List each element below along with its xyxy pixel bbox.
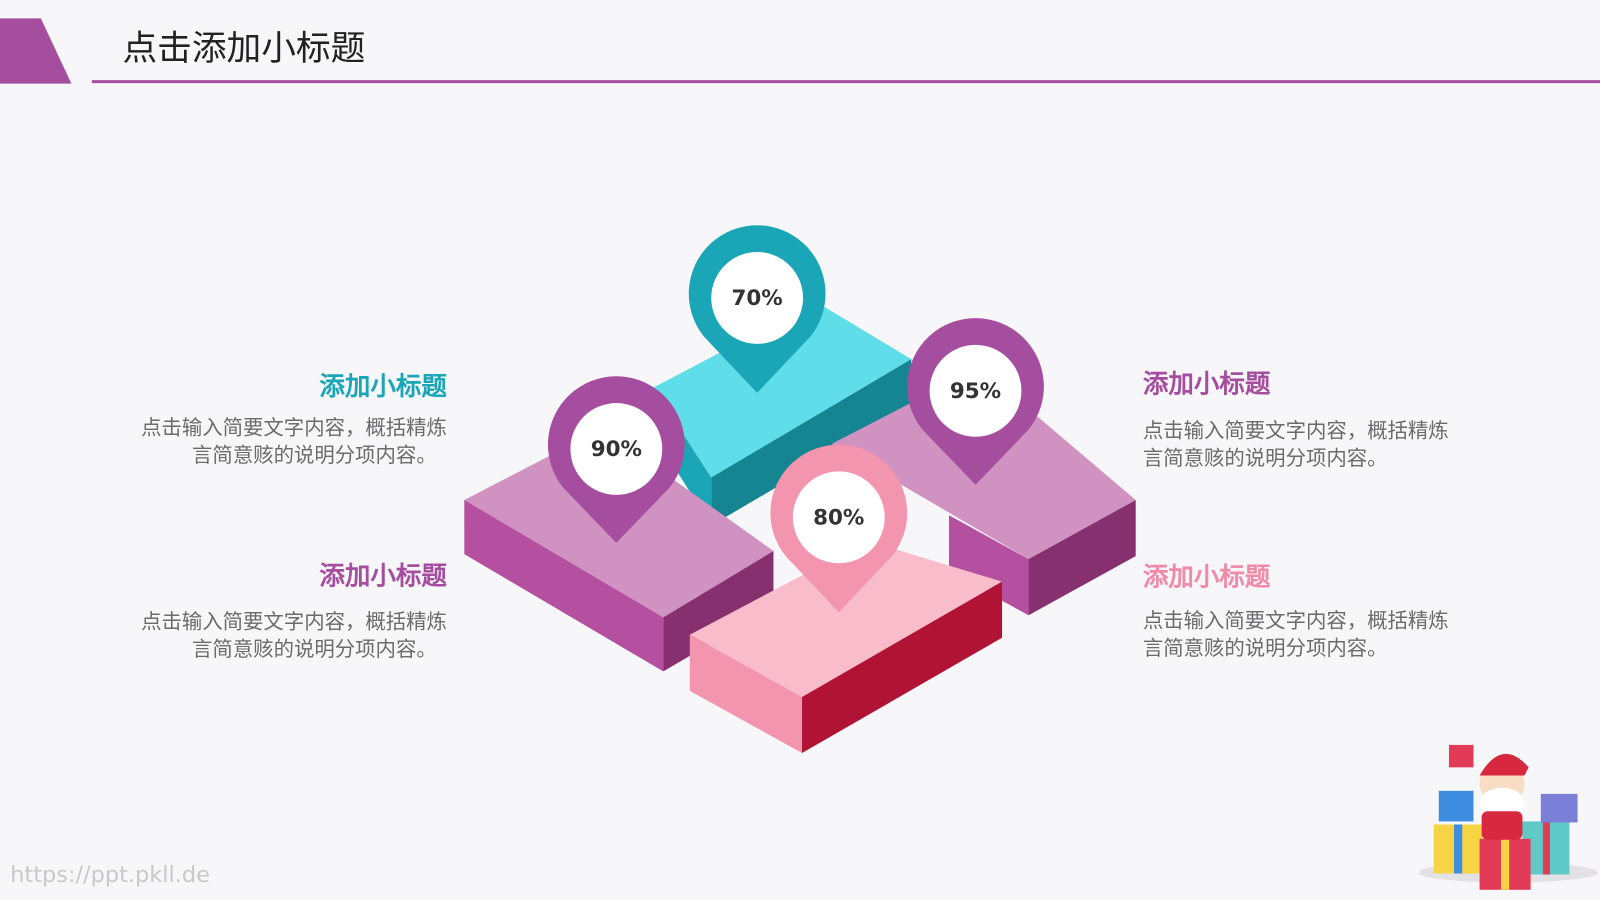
item-title: 添加小标题 xyxy=(1143,563,1271,593)
item-desc: 点击输入简要文字内容，概括精炼 xyxy=(1143,419,1449,443)
item-title: 添加小标题 xyxy=(319,562,447,592)
pin-label: 80% xyxy=(813,505,864,530)
item: 添加小标题 点击输入简要文字内容，概括精炼 言简意赅的说明分项内容。 xyxy=(1143,370,1449,470)
watermark: https://ppt.pkll.de xyxy=(10,862,210,888)
item-desc: 点击输入简要文字内容，概括精炼 xyxy=(1143,608,1449,632)
item-desc: 言简意赅的说明分项内容。 xyxy=(192,637,437,661)
item-desc: 言简意赅的说明分项内容。 xyxy=(192,443,437,467)
pin: 90% xyxy=(547,376,685,543)
pin: 80% xyxy=(770,444,908,613)
pink-block xyxy=(689,540,1003,754)
pin-label: 90% xyxy=(591,437,642,462)
item-desc: 言简意赅的说明分项内容。 xyxy=(1143,446,1388,470)
item-title: 添加小标题 xyxy=(319,372,447,402)
item: 添加小标题 点击输入简要文字内容，概括精炼 言简意赅的说明分项内容。 xyxy=(1143,563,1449,660)
pin: 70% xyxy=(688,225,826,393)
header-title: 点击添加小标题 xyxy=(122,29,365,69)
item-desc: 点击输入简要文字内容，概括精炼 xyxy=(141,609,447,633)
item-desc: 言简意赅的说明分项内容。 xyxy=(1143,636,1388,660)
item: 添加小标题 点击输入简要文字内容，概括精炼 言简意赅的说明分项内容。 xyxy=(141,562,447,661)
item-desc: 点击输入简要文字内容，概括精炼 xyxy=(141,416,447,440)
item-title: 添加小标题 xyxy=(1143,370,1271,400)
pin-label: 95% xyxy=(950,379,1001,404)
pin: 95% xyxy=(907,318,1044,485)
pin-label: 70% xyxy=(732,286,783,311)
item: 添加小标题 点击输入简要文字内容，概括精炼 言简意赅的说明分项内容。 xyxy=(141,372,447,467)
header-tab xyxy=(0,18,72,84)
christmas-decoration xyxy=(1418,744,1598,890)
